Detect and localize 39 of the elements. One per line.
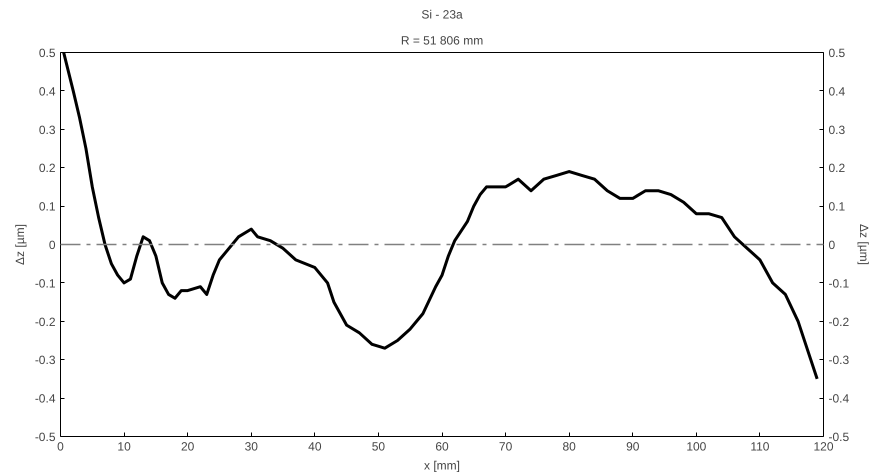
- y2-tick-label: 0.4: [828, 84, 846, 98]
- y-tick-label: -0.1: [34, 276, 56, 290]
- x-tick-label: 80: [562, 440, 576, 454]
- y-tick-label: 0.4: [38, 84, 56, 98]
- y-tick-label: 0.1: [38, 200, 56, 214]
- y2-tick-label: -0.3: [828, 353, 850, 368]
- y-tick-label: 0.5: [38, 46, 56, 60]
- x-tick-label: 20: [180, 440, 195, 454]
- x-axis-title: x [mm]: [424, 458, 460, 472]
- y2-tick-label: -0.2: [828, 314, 850, 329]
- y2-axis-title: Δz [µm]: [857, 224, 872, 265]
- chart-subtitle: R = 51 806 mm: [400, 34, 484, 48]
- chart-title: Si - 23a: [421, 8, 464, 22]
- y-tick-label: 0.3: [38, 122, 56, 137]
- y-tick-label: 0: [48, 238, 56, 252]
- y2-tick-label: 0.5: [828, 46, 846, 60]
- x-tick-label: 100: [686, 440, 707, 454]
- y-tick-label: -0.5: [34, 430, 56, 444]
- x-tick-label: 120: [813, 440, 834, 454]
- y2-tick-label: 0: [828, 238, 836, 252]
- x-tick-label: 10: [117, 440, 132, 454]
- x-tick-label: 110: [750, 440, 770, 454]
- x-tick-label: 30: [244, 440, 258, 454]
- y2-tick-label: -0.1: [828, 276, 850, 290]
- y-tick-label: 0.2: [38, 161, 56, 176]
- x-tick-label: 60: [435, 440, 449, 454]
- x-tick-label: 0: [57, 440, 64, 454]
- y2-tick-label: 0.3: [828, 122, 846, 137]
- x-tick-label: 90: [626, 440, 640, 454]
- x-tick-label: 50: [372, 440, 386, 454]
- y2-tick-label: 0.2: [828, 161, 846, 176]
- y-axis-title: Δz [µm]: [12, 224, 27, 265]
- y2-tick-label: -0.4: [828, 392, 850, 406]
- x-tick-label: 40: [308, 440, 322, 454]
- x-tick-label: 70: [498, 440, 513, 454]
- y-tick-label: -0.4: [34, 392, 56, 406]
- y-tick-label: -0.3: [34, 353, 56, 368]
- y2-tick-label: 0.1: [828, 200, 846, 214]
- y-tick-label: -0.2: [34, 314, 56, 329]
